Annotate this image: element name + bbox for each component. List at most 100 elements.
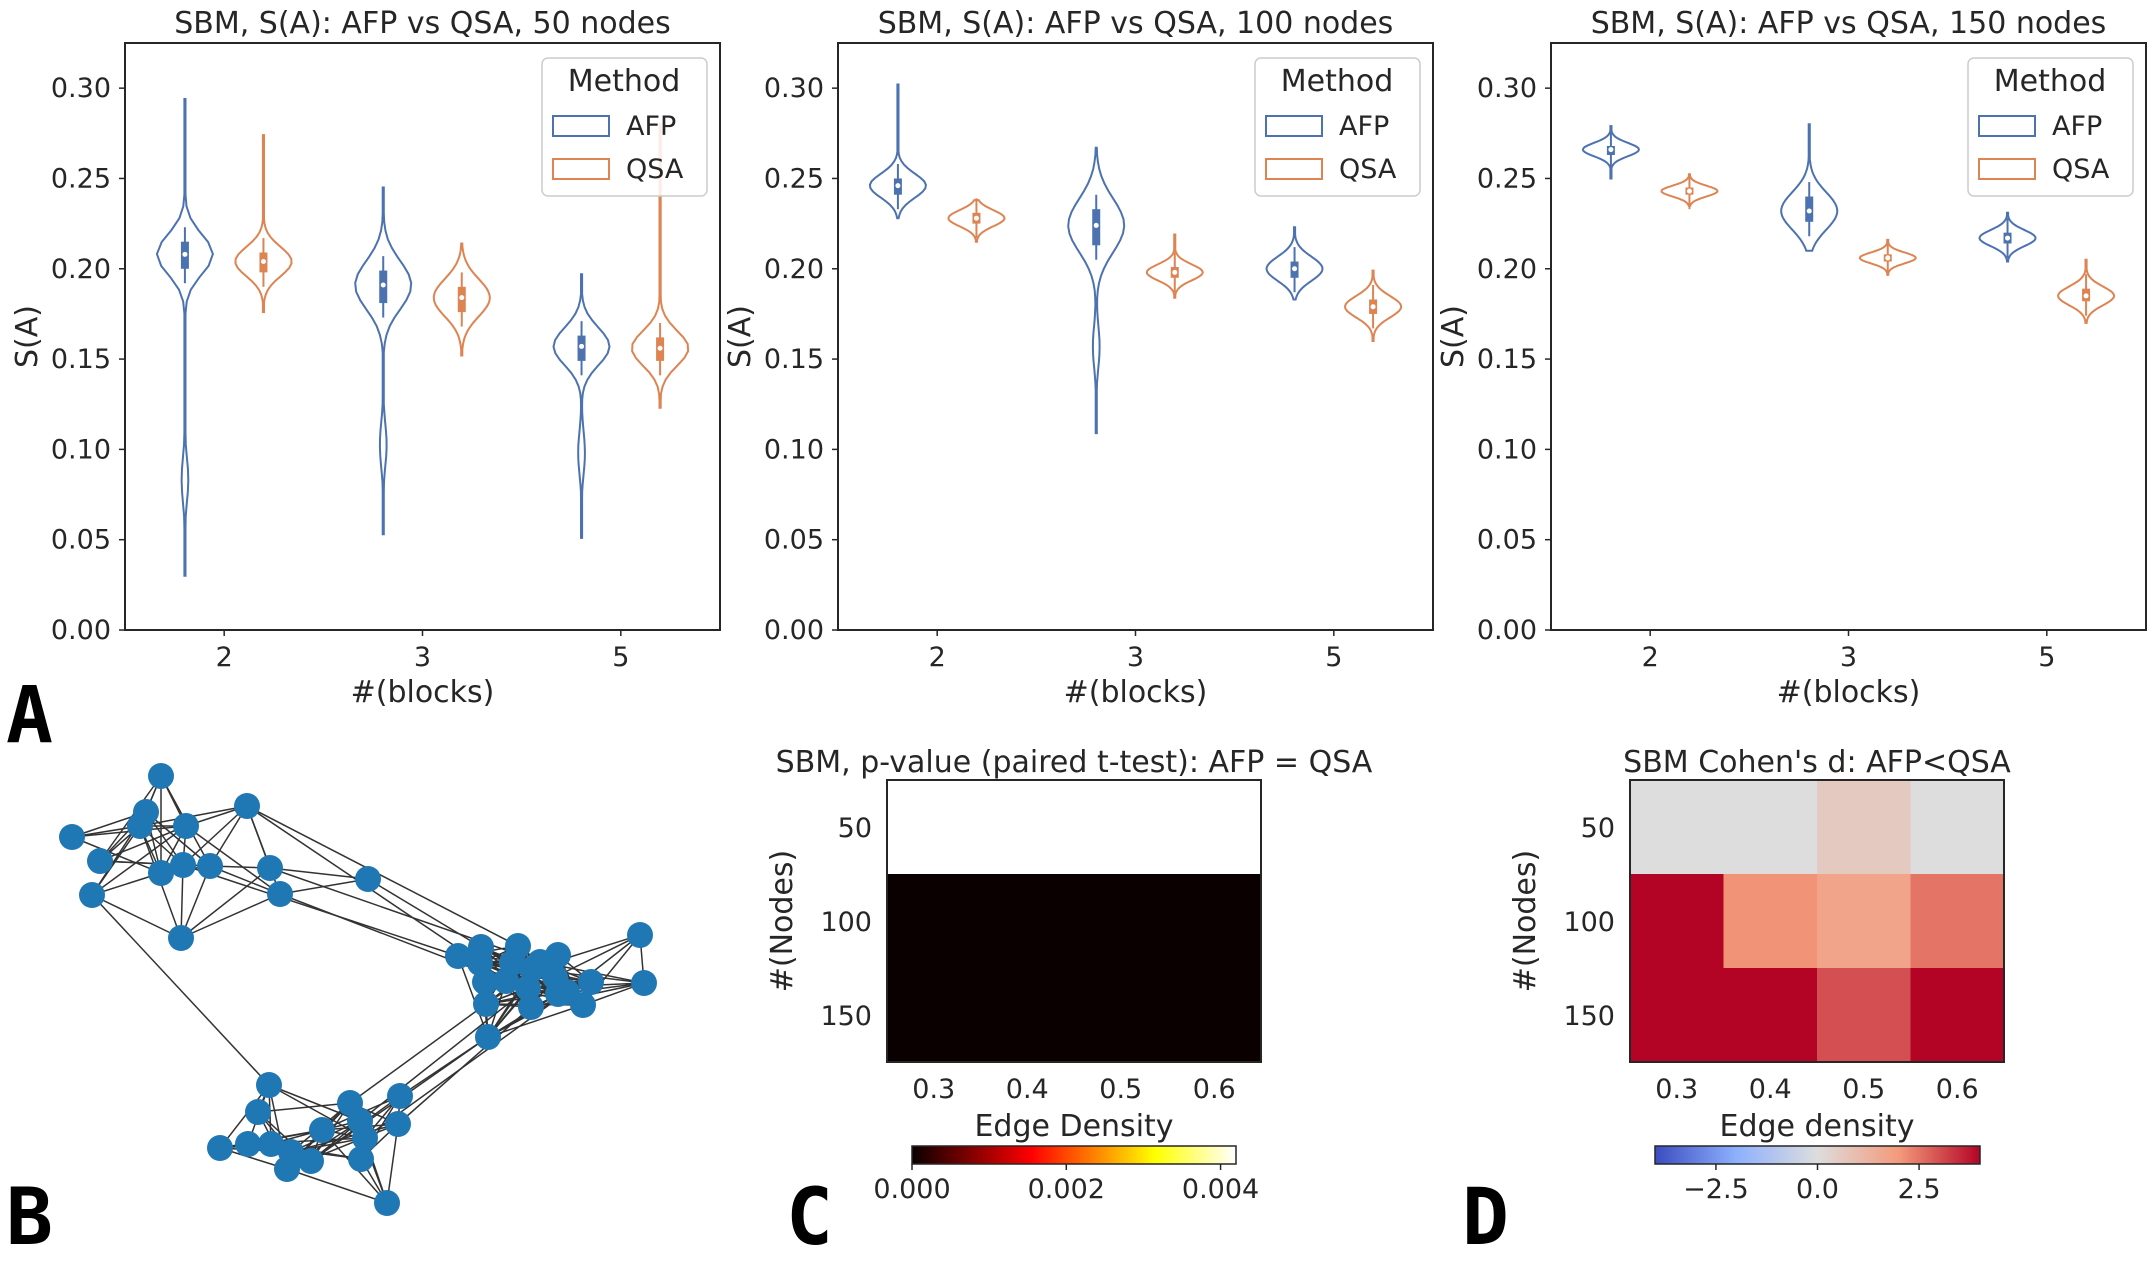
plot-frame [837, 42, 1434, 631]
graph-edge [246, 805, 519, 947]
afp-median-dot [1093, 222, 1099, 228]
qsa-median-dot [260, 259, 266, 265]
x-tick-label: 0.6 [1936, 1074, 1979, 1105]
legend-title: Method [1994, 64, 2107, 99]
legend-label-qsa: QSA [1339, 154, 1397, 185]
y-tick-label: 0.15 [51, 344, 111, 375]
graph-node [274, 1156, 300, 1182]
network-graph [59, 763, 657, 1216]
graph-edge [554, 934, 641, 978]
heatmap-cell [1167, 968, 1262, 1063]
graph-edge [91, 894, 270, 1086]
graph-edge [180, 867, 271, 939]
graph-node [473, 991, 499, 1017]
graph-node [499, 950, 525, 976]
legend-swatch-qsa [1978, 158, 2036, 180]
graph-node [258, 1131, 284, 1157]
y-tick-label: 0.25 [764, 163, 824, 194]
graph-node [148, 763, 174, 789]
colorbar [911, 1145, 1237, 1165]
y-axis-label: #(Nodes) [765, 850, 800, 992]
legend-swatch-afp [552, 115, 610, 137]
graph-node [545, 942, 571, 968]
graph-node [309, 1117, 335, 1143]
y-tick-label: 0.25 [51, 163, 111, 194]
legend-label-afp: AFP [1339, 111, 1389, 142]
heatmap-cell [1074, 780, 1168, 875]
heatmap-frame [1629, 779, 2005, 1063]
graph-edge [182, 864, 459, 957]
heatmap-cell [1723, 968, 1818, 1063]
x-tick-label: 5 [612, 642, 629, 673]
legend-label-afp: AFP [626, 111, 676, 142]
qsa-median-dot [2083, 293, 2089, 299]
graph-node [515, 975, 541, 1001]
heatmap-cell [887, 968, 981, 1063]
afp-median-dot [1806, 208, 1812, 214]
graph-edge [185, 825, 281, 895]
afp-violin [1265, 226, 1324, 301]
y-tick-label: 0.05 [51, 525, 111, 556]
legend-box [1254, 57, 1421, 197]
colorbar-tick-label: 0.004 [1182, 1174, 1259, 1205]
legend-label-qsa: QSA [626, 154, 684, 185]
qsa-median-dot [657, 345, 663, 351]
y-tick-label: 0.05 [764, 525, 824, 556]
graph-edge [180, 893, 281, 939]
qsa-violin [234, 134, 293, 314]
graph-node [374, 1190, 400, 1216]
heatmap-cell [887, 874, 981, 969]
graph-edge [367, 878, 482, 948]
heatmap-cell [1167, 874, 1262, 969]
graph-node [348, 1146, 374, 1172]
heatmap-cell [1074, 968, 1168, 1063]
y-axis-label: S(A) [723, 305, 758, 368]
colorbar [1654, 1145, 1981, 1165]
heatmap-cell [1167, 780, 1262, 875]
graph-node [207, 1135, 233, 1161]
heatmap-p-value: SBM, p-value (paired t-test): AFP = QSA 5… [765, 745, 1373, 1205]
graph-edge [145, 811, 211, 867]
x-tick-label: 0.4 [1006, 1074, 1049, 1105]
graph-node [148, 860, 174, 886]
heatmap-cell [1817, 780, 1911, 875]
legend-title: Method [568, 64, 681, 99]
y-tick-label: 150 [1563, 1001, 1615, 1032]
heatmap-cell [1630, 874, 1724, 969]
heatmap-cell [1074, 874, 1168, 969]
graph-node [245, 1099, 271, 1125]
afp-median-dot [1292, 266, 1298, 272]
heatmap-cell [1817, 968, 1911, 1063]
graph-edge [286, 1168, 388, 1204]
graph-node [387, 1083, 413, 1109]
x-tick-label: 0.6 [1193, 1074, 1236, 1105]
y-tick-label: 0.30 [51, 73, 111, 104]
y-tick-label: 0.05 [1477, 525, 1537, 556]
graph-node [445, 943, 471, 969]
afp-violin [552, 273, 611, 539]
y-axis-label: S(A) [10, 305, 45, 368]
graph-edge [91, 894, 182, 939]
qsa-median-dot [459, 295, 465, 301]
qsa-median-dot [1686, 188, 1692, 194]
afp-median-dot [2005, 235, 2011, 241]
colorbar-tick-label: 2.5 [1898, 1174, 1941, 1205]
graph-node [168, 925, 194, 951]
x-axis-label: #(blocks) [351, 675, 495, 710]
graph-edge [219, 1084, 270, 1149]
graph-node [352, 1125, 378, 1151]
graph-node [472, 969, 498, 995]
heatmap-cell [980, 874, 1075, 969]
graph-node [257, 855, 283, 881]
y-tick-label: 0.10 [764, 434, 824, 465]
legend-label-qsa: QSA [2052, 154, 2110, 185]
y-axis-label: #(Nodes) [1508, 850, 1543, 992]
legend-box [1967, 57, 2134, 197]
y-tick-label: 0.30 [1477, 73, 1537, 104]
heatmap-title: SBM, p-value (paired t-test): AFP = QSA [776, 745, 1373, 780]
heatmap-cell [980, 968, 1075, 1063]
graph-node [298, 1148, 324, 1174]
heatmap-cell [1910, 874, 2005, 969]
legend-swatch-qsa [552, 158, 610, 180]
afp-violin [868, 83, 927, 220]
